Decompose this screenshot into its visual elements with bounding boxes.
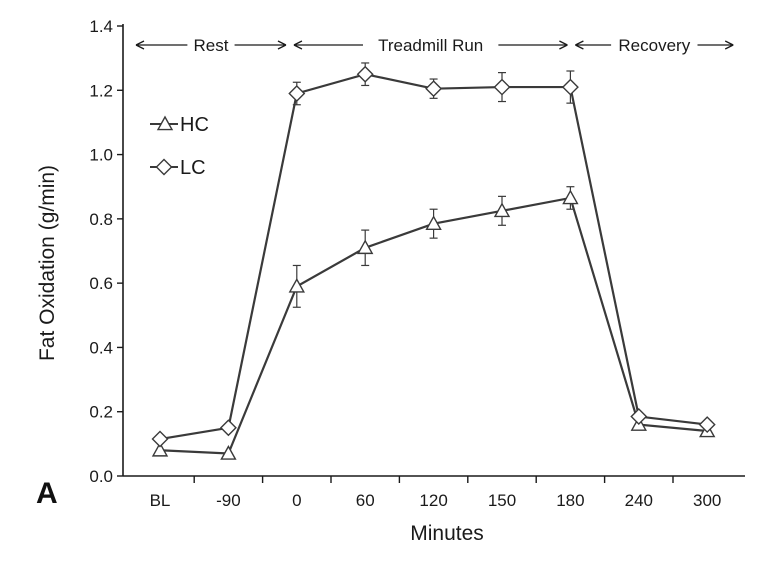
data-point-lc bbox=[288, 85, 306, 102]
series-lc bbox=[151, 62, 716, 448]
phase-label: Recovery bbox=[618, 36, 690, 55]
phase-annotations: Rest Treadmill Run Recovery bbox=[135, 36, 734, 55]
y-tick-label: 0.8 bbox=[89, 210, 113, 229]
data-point-lc bbox=[151, 430, 169, 448]
phase-arrow-head bbox=[293, 40, 303, 50]
data-point-lc bbox=[493, 78, 511, 96]
data-point-lc bbox=[630, 408, 648, 426]
phase-arrow-head bbox=[135, 40, 145, 50]
x-tick-label: 240 bbox=[625, 491, 653, 510]
y-tick-label: 0.2 bbox=[89, 403, 113, 422]
data-point-hc bbox=[425, 215, 442, 230]
x-tick-label: 120 bbox=[419, 491, 447, 510]
x-tick-label: 300 bbox=[693, 491, 721, 510]
legend-label-lc: LC bbox=[180, 157, 206, 179]
phase-arrow-head bbox=[724, 40, 734, 50]
phase-arrow-head bbox=[575, 40, 584, 50]
phase-arrow-head bbox=[559, 40, 568, 50]
x-tick-label: -90 bbox=[216, 491, 241, 510]
legend-label-hc: HC bbox=[180, 114, 209, 136]
y-tick-label: 0.4 bbox=[89, 338, 113, 357]
series-line-lc bbox=[159, 73, 708, 441]
y-tick-label: 1.0 bbox=[89, 146, 113, 165]
y-tick-label: 1.2 bbox=[89, 81, 113, 100]
data-point-hc bbox=[288, 277, 305, 293]
x-tick-label: 0 bbox=[292, 491, 301, 510]
x-tick-label: BL bbox=[150, 491, 171, 510]
legend-marker-lc bbox=[155, 158, 173, 176]
legend: HC LC bbox=[150, 114, 209, 179]
y-axis-ticks: 0.0 0.2 0.4 0.6 0.8 1.0 1.2 1.4 bbox=[89, 17, 123, 486]
x-tick-label: 150 bbox=[488, 491, 516, 510]
data-point-hc bbox=[562, 189, 579, 205]
y-tick-label: 0.0 bbox=[89, 467, 113, 486]
y-axis-title: Fat Oxidation (g/min) bbox=[36, 165, 59, 361]
data-point-hc bbox=[151, 441, 169, 457]
data-point-lc bbox=[219, 419, 237, 437]
data-point-hc bbox=[493, 202, 511, 218]
panel-label: A bbox=[36, 477, 58, 510]
axes bbox=[122, 24, 745, 477]
data-point-lc bbox=[356, 65, 374, 83]
series-layer bbox=[151, 62, 716, 460]
data-point-hc bbox=[220, 445, 237, 460]
series-hc bbox=[151, 186, 716, 460]
legend-marker-hc bbox=[156, 115, 174, 131]
data-point-lc bbox=[561, 78, 579, 96]
y-tick-label: 0.6 bbox=[89, 274, 113, 293]
y-tick-label: 1.4 bbox=[89, 17, 113, 36]
data-point-lc bbox=[425, 80, 443, 98]
data-point-hc bbox=[357, 239, 374, 255]
phase-label: Treadmill Run bbox=[378, 36, 483, 55]
x-tick-label: 180 bbox=[556, 491, 584, 510]
x-axis-title: Minutes bbox=[410, 522, 484, 545]
phase-label: Rest bbox=[193, 36, 228, 55]
x-axis-ticks: BL -90 0 60 120 150 180 240 300 bbox=[150, 476, 721, 510]
x-tick-label: 60 bbox=[356, 491, 375, 510]
phase-arrow-head bbox=[277, 40, 287, 50]
data-point-lc bbox=[698, 416, 716, 434]
